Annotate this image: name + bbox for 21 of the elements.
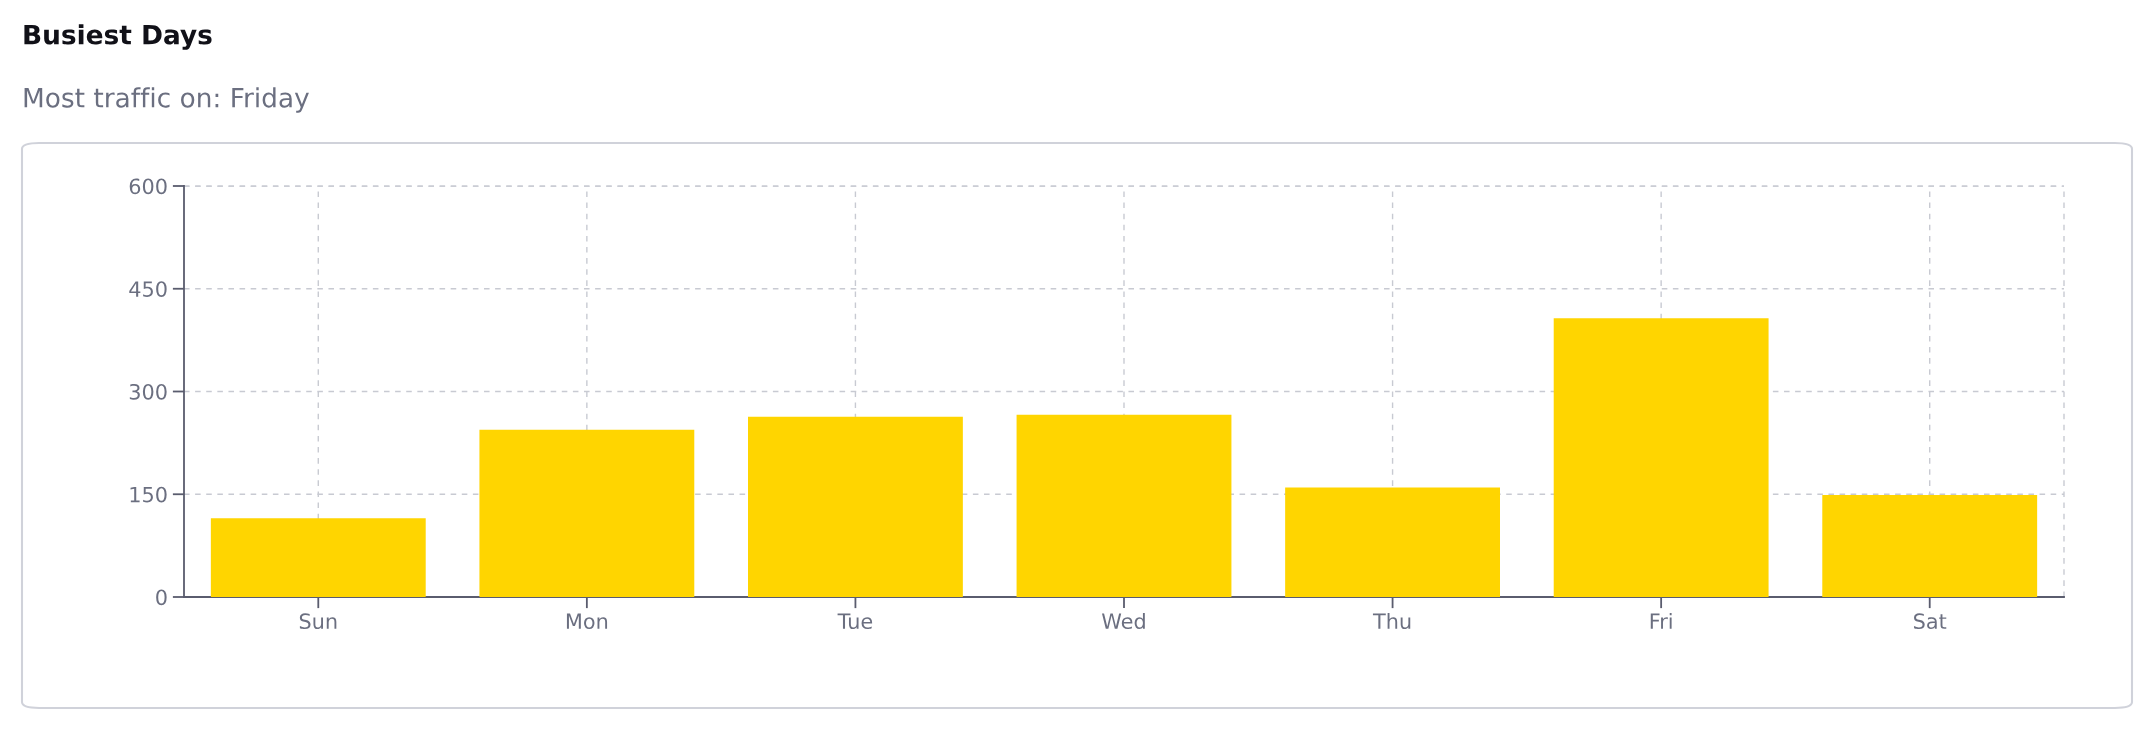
bar (1822, 494, 2038, 597)
y-tick-label: 450 (129, 281, 167, 297)
bar (210, 518, 426, 597)
y-tick-label: 0 (156, 589, 167, 606)
x-tick-label: Mon (566, 613, 608, 630)
x-tick-label: Fri (1650, 612, 1672, 629)
y-tick-label: 300 (129, 383, 167, 400)
chart-subtitle: Most traffic on: Friday (24, 87, 309, 113)
bar (748, 416, 963, 597)
bar (1016, 414, 1232, 597)
bar (479, 429, 695, 597)
x-tick-label: Tue (837, 613, 873, 630)
x-tick-label: Thu (1372, 612, 1411, 630)
chart-title: Busiest Days (24, 24, 212, 50)
y-tick-label: 150 (130, 486, 167, 503)
x-tick-label: Wed (1101, 612, 1145, 630)
bar (1553, 318, 1769, 597)
y-tick-label: 600 (129, 178, 167, 195)
bar (1285, 487, 1500, 597)
x-tick-label: Sun (299, 613, 337, 630)
x-tick-label: Sat (1914, 613, 1947, 630)
